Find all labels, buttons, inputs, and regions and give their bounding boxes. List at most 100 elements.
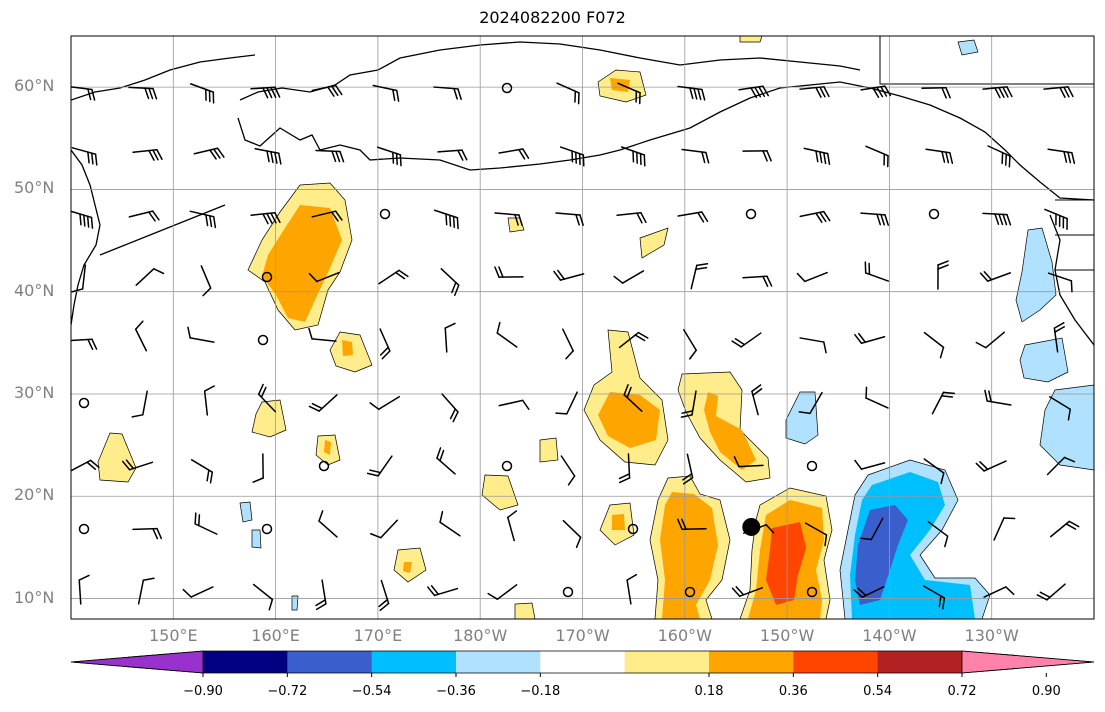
- wind-barb: [745, 208, 757, 220]
- wind-barb: [860, 85, 892, 99]
- wind-barb: [984, 389, 1012, 406]
- wind-barb: [993, 517, 1016, 541]
- alaska-coastline: [239, 41, 861, 101]
- wind-barb: [131, 390, 148, 418]
- wind-barb: [1049, 520, 1080, 538]
- lat-tick-label: 40°N: [14, 280, 55, 300]
- map-title: 2024082200 F072: [479, 8, 626, 27]
- wind-barb: [860, 212, 889, 226]
- lon-tick-label: 170°E: [353, 626, 403, 645]
- positive-anomaly-region: [97, 432, 137, 483]
- wind-barb: [436, 447, 456, 475]
- positive-anomaly-region: [766, 522, 806, 605]
- wind-barb: [677, 518, 707, 531]
- wind-barb: [78, 397, 90, 409]
- calm-wind-circle: [379, 208, 391, 220]
- positive-anomaly-region: [610, 78, 630, 92]
- wind-barb: [618, 453, 631, 484]
- wind-barb: [982, 212, 1012, 226]
- wind-barb: [1053, 322, 1066, 353]
- wind-barb: [318, 510, 338, 538]
- colorbar: [70, 650, 1095, 677]
- wind-barb: [803, 147, 831, 165]
- wind-barb: [865, 145, 889, 168]
- calm-wind-circle: [684, 586, 696, 598]
- lon-tick-label: 180°W: [453, 626, 508, 645]
- calm-wind-circle: [501, 460, 513, 472]
- wind-barb: [627, 523, 639, 535]
- wind-barb: [562, 586, 574, 598]
- positive-anomaly-region: [639, 227, 669, 259]
- positive-anomaly-region: [660, 492, 718, 619]
- wind-barb: [379, 208, 391, 220]
- wind-barb: [71, 459, 100, 472]
- wind-barb: [433, 86, 462, 100]
- colorbar-tick-label: −0.54: [351, 684, 392, 699]
- calm-wind-circle: [627, 523, 639, 535]
- colorbar-segment: [203, 651, 288, 673]
- calm-wind-circle: [806, 460, 818, 472]
- wind-barb: [427, 585, 459, 597]
- wind-barb: [854, 459, 886, 470]
- wind-barb: [751, 384, 763, 416]
- wind-barb: [311, 210, 343, 222]
- positive-anomaly-region: [342, 340, 353, 356]
- wind-barb: [128, 210, 160, 222]
- wind-barb: [1044, 208, 1068, 231]
- lat-tick-label: 10°N: [14, 587, 55, 607]
- wind-barb: [498, 399, 530, 410]
- negative-anomaly-region: [239, 501, 253, 523]
- wind-barb: [931, 391, 955, 415]
- positive-anomaly-region: [481, 474, 519, 511]
- calm-wind-circle: [928, 208, 940, 220]
- wind-barb: [501, 82, 513, 94]
- wind-barb: [683, 328, 697, 360]
- wind-barb: [923, 331, 945, 359]
- colorbar-segment: [793, 651, 879, 673]
- wind-barb: [378, 269, 409, 285]
- asia-coastline: [71, 54, 256, 101]
- lat-tick-label: 60°N: [14, 76, 55, 96]
- wind-barbs: [71, 82, 1080, 612]
- negative-anomaly-region: [1039, 384, 1094, 471]
- wind-barb: [690, 263, 709, 290]
- wind-barb: [378, 579, 390, 612]
- wind-barb: [620, 146, 646, 167]
- wind-barb: [132, 527, 163, 540]
- calm-wind-circle: [261, 523, 273, 535]
- colorbar-segment: [540, 651, 626, 673]
- wind-barb: [680, 390, 697, 418]
- wind-barb: [865, 386, 889, 409]
- wind-barb: [71, 338, 98, 351]
- wind-barb: [799, 337, 827, 354]
- calm-wind-circle: [318, 460, 330, 472]
- wind-barb: [553, 269, 585, 281]
- shaded-anomaly-field: [97, 36, 1094, 619]
- wind-barb: [78, 574, 90, 605]
- wind-barb: [864, 261, 890, 282]
- lon-tick-label: 130°W: [964, 626, 1019, 645]
- calm-wind-circle: [562, 586, 574, 598]
- wind-barb: [182, 586, 214, 598]
- wind-barb: [257, 334, 269, 346]
- wind-barb: [132, 148, 163, 161]
- wind-barb: [937, 260, 949, 290]
- wind-barb: [498, 148, 530, 160]
- wind-barb: [315, 579, 327, 611]
- wind-barb: [78, 523, 90, 535]
- wind-barb: [681, 148, 710, 164]
- colorbar-extend-low: [70, 650, 204, 674]
- positive-anomaly-region: [612, 514, 625, 530]
- positive-anomaly-region: [403, 562, 412, 573]
- wind-barb: [804, 522, 828, 547]
- wind-barb: [677, 211, 709, 223]
- colorbar-segment: [624, 651, 710, 673]
- wind-barb: [189, 83, 215, 104]
- wind-barb: [252, 453, 264, 483]
- colorbar-tick-label: 0.72: [947, 684, 977, 699]
- wind-barb: [742, 150, 772, 162]
- positive-anomaly-region: [514, 602, 536, 619]
- wind-barb: [560, 455, 576, 486]
- colorbar-segment: [456, 651, 541, 673]
- storm-center-marker: [742, 517, 761, 536]
